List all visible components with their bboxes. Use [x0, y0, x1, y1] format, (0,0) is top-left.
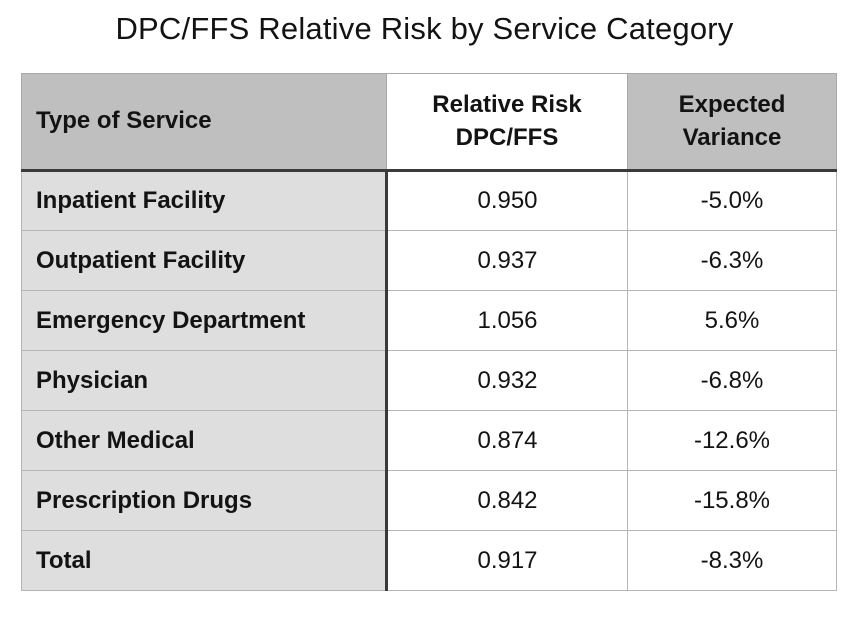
service-cell: Emergency Department: [21, 290, 388, 351]
variance-cell: 5.6%: [627, 290, 837, 351]
variance-cell: -12.6%: [627, 410, 837, 471]
service-cell: Prescription Drugs: [21, 470, 388, 531]
risk-cell: 0.842: [386, 470, 628, 531]
service-cell: Physician: [21, 350, 388, 411]
service-cell: Outpatient Facility: [21, 230, 388, 291]
risk-cell: 1.056: [386, 290, 628, 351]
variance-cell: -6.8%: [627, 350, 837, 411]
risk-cell: 0.932: [386, 350, 628, 411]
header-row: Type of Service Relative Risk DPC/FFS Ex…: [21, 73, 837, 172]
service-cell: Other Medical: [21, 410, 388, 471]
variance-cell: -15.8%: [627, 470, 837, 531]
variance-cell: -8.3%: [627, 530, 837, 591]
service-cell: Inpatient Facility: [21, 170, 388, 231]
page-title: DPC/FFS Relative Risk by Service Categor…: [115, 11, 734, 46]
table-row-prescription-drugs: Prescription Drugs 0.842 -15.8%: [21, 470, 837, 531]
risk-cell: 0.874: [386, 410, 628, 471]
risk-cell: 0.937: [386, 230, 628, 291]
table-row-outpatient-facility: Outpatient Facility 0.937 -6.3%: [21, 230, 837, 291]
variance-cell: -6.3%: [627, 230, 837, 291]
service-cell: Total: [21, 530, 388, 591]
risk-cell: 0.917: [386, 530, 628, 591]
column-header-type-of-service: Type of Service: [21, 73, 387, 172]
table-row-other-medical: Other Medical 0.874 -12.6%: [21, 410, 837, 471]
table-row-physician: Physician 0.932 -6.8%: [21, 350, 837, 411]
table-row-total: Total 0.917 -8.3%: [21, 530, 837, 591]
table-row-inpatient-facility: Inpatient Facility 0.950 -5.0%: [21, 170, 837, 231]
risk-table: Type of Service Relative Risk DPC/FFS Ex…: [21, 73, 837, 591]
variance-cell: -5.0%: [627, 170, 837, 231]
column-header-relative-risk-dpc-ffs: Relative Risk DPC/FFS: [386, 73, 628, 172]
table-row-emergency-department: Emergency Department 1.056 5.6%: [21, 290, 837, 351]
column-header-expected-variance: Expected Variance: [627, 73, 837, 172]
risk-cell: 0.950: [386, 170, 628, 231]
